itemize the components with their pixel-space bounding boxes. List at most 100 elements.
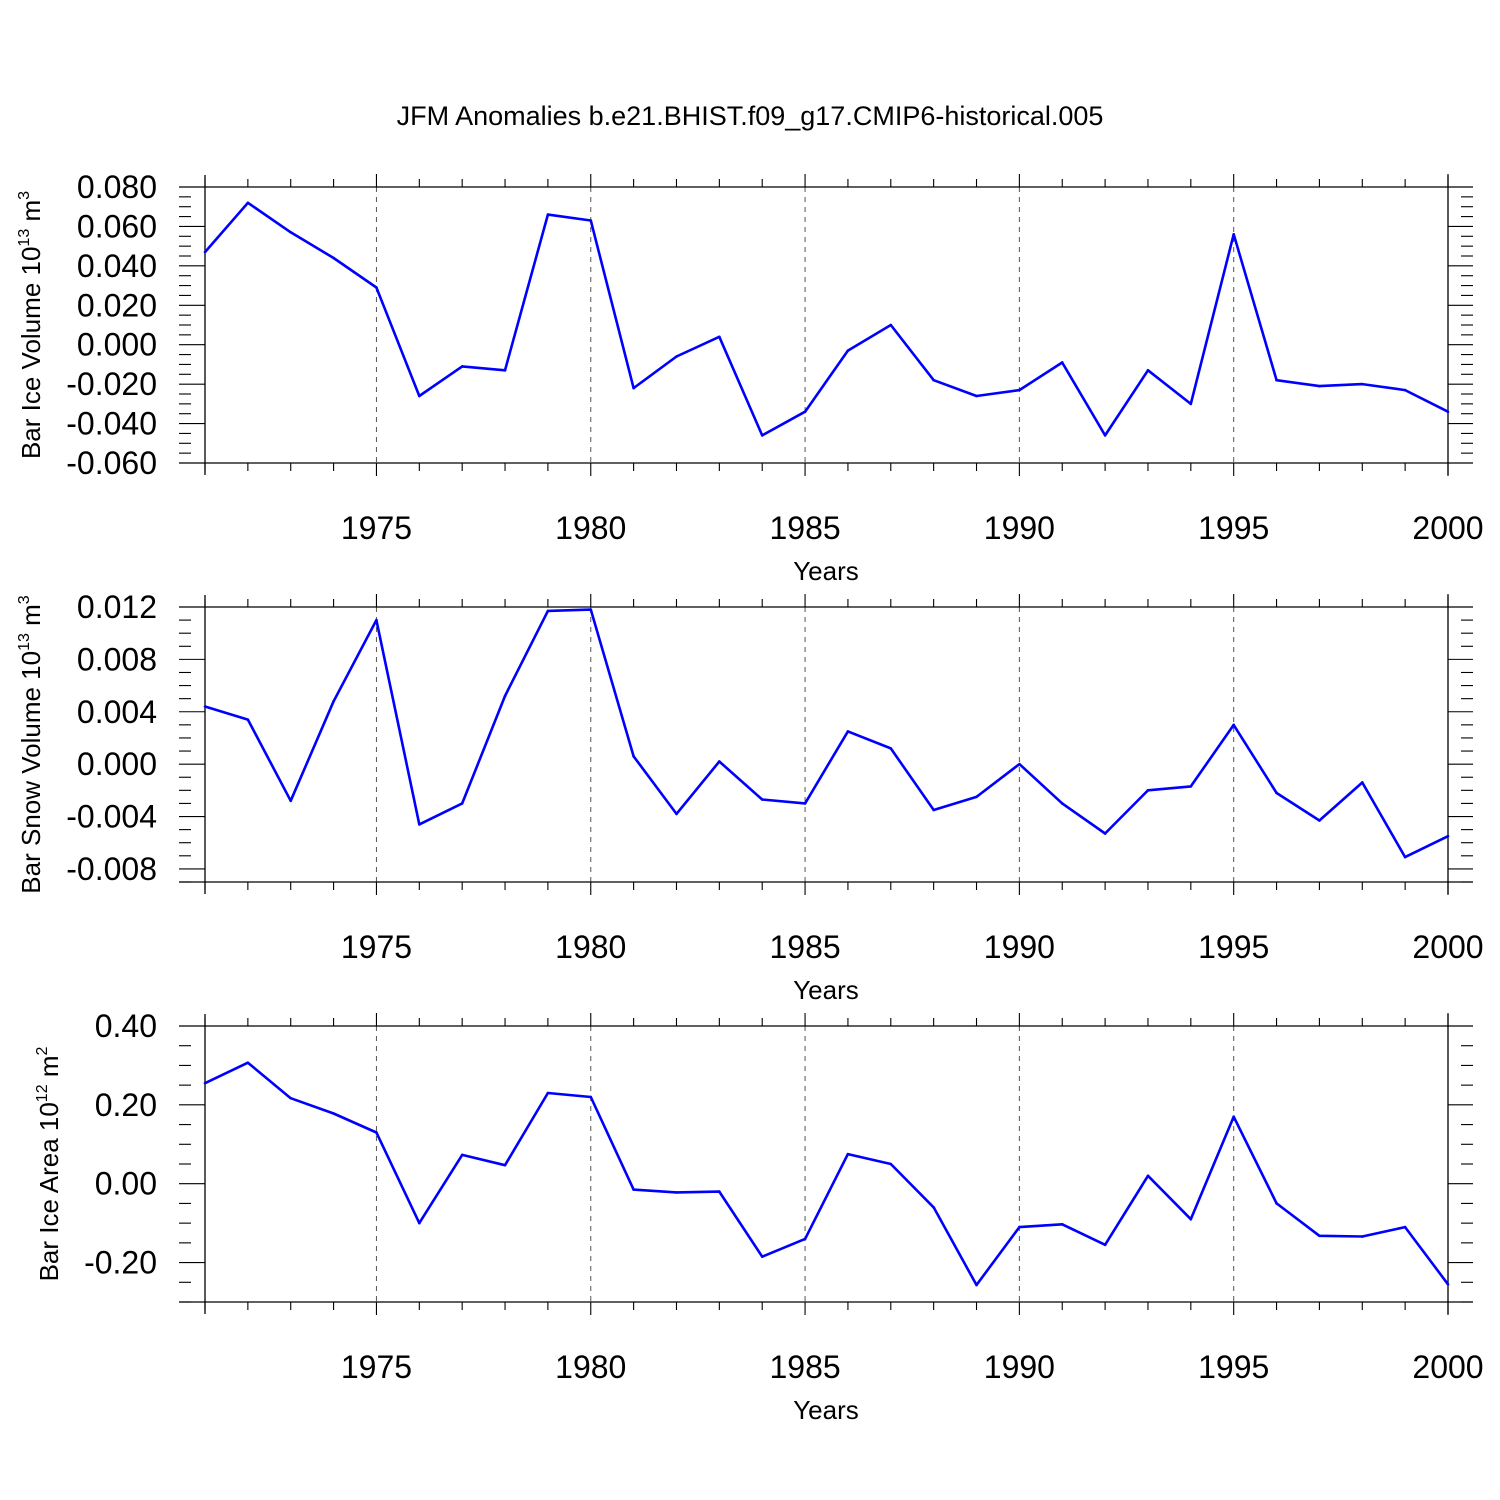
data-point: [803, 410, 807, 414]
data-point: [589, 219, 593, 222]
data-point: [1360, 1235, 1364, 1238]
y-axis-label: Bar Ice Area 1012 m2: [34, 1046, 64, 1281]
y-tick-label: 0.004: [77, 694, 157, 730]
y-tick-label: 0.008: [77, 641, 157, 677]
x-tick-label: 1980: [555, 929, 626, 965]
data-point: [846, 730, 850, 733]
data-point: [289, 1096, 293, 1100]
x-tick-label: 2000: [1412, 510, 1483, 546]
data-point: [503, 694, 507, 698]
data-point: [1318, 384, 1321, 388]
series-line: [204, 1061, 1450, 1287]
x-tick-label: 1980: [555, 510, 626, 546]
y-tick-label: 0.060: [77, 208, 157, 244]
data-point: [589, 608, 593, 611]
data-point: [1318, 819, 1321, 822]
data-point: [289, 799, 293, 803]
data-point: [975, 795, 978, 799]
data-point: [1146, 1174, 1150, 1178]
data-point: [1060, 1223, 1064, 1226]
panel-1: 1975 1980 1985 1990 1995 2000 Years -0.060-0.04…: [16, 169, 1484, 586]
data-point: [632, 754, 635, 758]
y-tick-label: -0.060: [66, 445, 157, 481]
y-tick-label: -0.008: [66, 851, 157, 887]
data-point: [632, 1188, 635, 1191]
data-point: [1275, 378, 1278, 382]
data-point: [1060, 802, 1064, 805]
data-point: [675, 812, 678, 816]
data-point: [718, 760, 721, 763]
x-tick-label: 1975: [341, 510, 412, 546]
data-point: [1189, 402, 1193, 406]
data-point: [246, 201, 250, 205]
x-tick-label: 1985: [769, 929, 840, 965]
y-tick-label: -0.004: [66, 799, 157, 835]
data-point: [1360, 382, 1364, 386]
x-tick-label: 1995: [1198, 1349, 1269, 1385]
data-point: [1146, 369, 1150, 372]
data-point: [760, 798, 764, 801]
data-point: [846, 1152, 850, 1156]
data-point: [289, 231, 293, 234]
data-point: [760, 434, 764, 437]
data-point: [1018, 1225, 1021, 1229]
data-point: [1403, 1225, 1407, 1229]
chart-title: JFM Anomalies b.e21.BHIST.f09_g17.CMIP6-…: [397, 101, 1104, 131]
data-point: [1403, 388, 1407, 392]
y-tick-label: 0.040: [77, 248, 157, 284]
data-point: [418, 394, 421, 398]
data-point: [546, 1091, 550, 1095]
data-point: [418, 1221, 421, 1225]
y-tick-label: -0.20: [84, 1245, 157, 1281]
panel-3: 1975 1980 1985 1990 1995 2000 Years -0.20 0.00 0.…: [34, 1008, 1484, 1425]
y-tick-label: 0.020: [77, 287, 157, 323]
x-tick-label: 1990: [984, 510, 1055, 546]
data-point: [503, 369, 507, 372]
data-point: [375, 286, 378, 289]
data-point: [1275, 791, 1278, 795]
data-point: [1232, 1115, 1235, 1118]
y-tick-label: 0.40: [95, 1008, 157, 1044]
data-point: [932, 1206, 935, 1209]
data-point: [1232, 233, 1235, 236]
data-point: [932, 378, 935, 382]
data-point: [975, 1283, 978, 1287]
x-tick-label: 1985: [769, 510, 840, 546]
data-point: [889, 323, 893, 327]
data-point: [975, 394, 978, 398]
data-point: [675, 1191, 678, 1194]
x-tick-label: 1980: [555, 1349, 626, 1385]
y-tick-label: 0.20: [95, 1087, 157, 1123]
data-point: [546, 609, 550, 613]
data-point: [203, 1081, 207, 1085]
data-point: [846, 349, 850, 352]
y-tick-label: 0.080: [77, 169, 157, 205]
data-point: [760, 1255, 764, 1258]
data-point: [460, 802, 464, 805]
data-point: [1189, 1217, 1193, 1221]
data-point: [1103, 434, 1107, 437]
data-point: [203, 705, 207, 708]
data-point: [1103, 1243, 1107, 1247]
data-point: [503, 1163, 507, 1167]
y-tick-label: 0.000: [77, 327, 157, 363]
x-tick-label: 1975: [341, 1349, 412, 1385]
data-point: [332, 256, 335, 260]
x-axis-label: Years: [793, 1395, 859, 1425]
data-point: [1232, 723, 1235, 727]
data-point: [718, 335, 721, 339]
data-point: [632, 386, 635, 390]
data-point: [889, 747, 893, 750]
y-tick-label: 0.000: [77, 746, 157, 782]
y-tick-label: -0.020: [66, 366, 157, 402]
panels: 1975 1980 1985 1990 1995 2000 Years -0.060-0.04…: [16, 169, 1484, 1425]
x-tick-label: 1995: [1198, 510, 1269, 546]
data-point: [1146, 789, 1150, 792]
x-tick-label: 1990: [984, 1349, 1055, 1385]
data-point: [332, 1112, 335, 1115]
data-point: [375, 1131, 378, 1134]
data-point: [246, 718, 250, 721]
data-point: [418, 823, 421, 826]
data-point: [589, 1095, 593, 1099]
